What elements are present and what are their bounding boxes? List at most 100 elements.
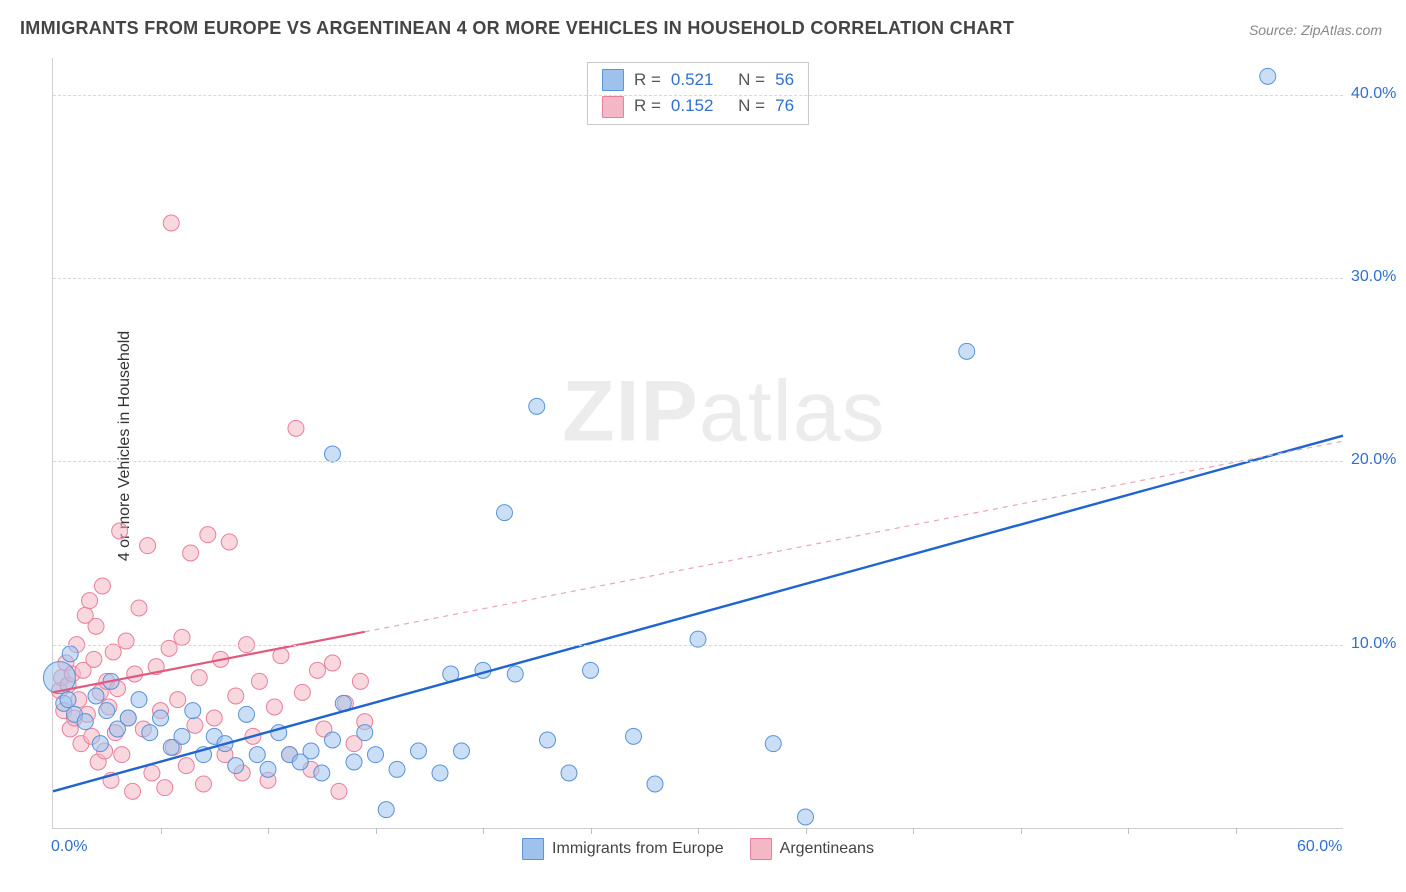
data-point (228, 758, 244, 774)
data-point (260, 761, 276, 777)
y-tick-label: 10.0% (1351, 635, 1403, 653)
plot-area: ZIPatlas R = 0.521 N = 56 R = 0.152 N = … (52, 58, 1343, 829)
data-point (325, 732, 341, 748)
data-point (185, 703, 201, 719)
data-point (540, 732, 556, 748)
data-point (294, 684, 310, 700)
swatch-europe-icon (522, 838, 544, 860)
r-value-europe: 0.521 (671, 67, 714, 93)
data-point (765, 736, 781, 752)
legend-row-argentinean: R = 0.152 N = 76 (602, 93, 794, 119)
data-point (99, 703, 115, 719)
x-tick-mark (268, 828, 269, 834)
data-point (174, 728, 190, 744)
trend-line (53, 436, 1343, 792)
data-point (325, 446, 341, 462)
data-point (561, 765, 577, 781)
data-point (228, 688, 244, 704)
x-tick-mark (376, 828, 377, 834)
gridline (53, 645, 1343, 646)
data-point (60, 692, 76, 708)
x-tick-mark (483, 828, 484, 834)
y-tick-label: 40.0% (1351, 85, 1403, 103)
data-point (389, 761, 405, 777)
source-label: Source: ZipAtlas.com (1249, 22, 1382, 38)
data-point (170, 692, 186, 708)
chart-svg (53, 58, 1343, 828)
series-legend: Immigrants from Europe Argentineans (522, 838, 874, 860)
data-point (144, 765, 160, 781)
data-point (88, 688, 104, 704)
data-point (507, 666, 523, 682)
data-point (131, 600, 147, 616)
x-tick-mark (698, 828, 699, 834)
data-point (303, 743, 319, 759)
data-point (114, 747, 130, 763)
trend-line (365, 441, 1343, 632)
data-point (411, 743, 427, 759)
r-value-argentinean: 0.152 (671, 93, 714, 119)
data-point (352, 673, 368, 689)
y-tick-label: 20.0% (1351, 451, 1403, 469)
data-point (142, 725, 158, 741)
swatch-europe (602, 69, 624, 91)
data-point (497, 505, 513, 521)
data-point (118, 633, 134, 649)
legend-label-argentinean: Argentineans (780, 840, 874, 858)
n-value-europe: 56 (775, 67, 794, 93)
n-label: N = (738, 93, 765, 119)
data-point (88, 618, 104, 634)
data-point (221, 534, 237, 550)
data-point (583, 662, 599, 678)
y-tick-label: 30.0% (1351, 268, 1403, 286)
data-point (454, 743, 470, 759)
data-point (378, 802, 394, 818)
data-point (626, 728, 642, 744)
data-point (206, 710, 222, 726)
data-point (157, 780, 173, 796)
data-point (314, 765, 330, 781)
x-tick-label: 60.0% (1297, 838, 1342, 856)
data-point (325, 655, 341, 671)
data-point (239, 706, 255, 722)
legend-label-europe: Immigrants from Europe (552, 840, 724, 858)
data-point (249, 747, 265, 763)
data-point (288, 420, 304, 436)
x-tick-label: 0.0% (51, 838, 87, 856)
data-point (112, 523, 128, 539)
x-tick-mark (1128, 828, 1129, 834)
r-label: R = (634, 67, 661, 93)
gridline (53, 278, 1343, 279)
data-point (346, 754, 362, 770)
data-point (529, 398, 545, 414)
data-point (331, 783, 347, 799)
data-point (357, 725, 373, 741)
data-point (120, 710, 136, 726)
legend-row-europe: R = 0.521 N = 56 (602, 67, 794, 93)
data-point (200, 527, 216, 543)
gridline (53, 95, 1343, 96)
data-point (92, 736, 108, 752)
data-point (647, 776, 663, 792)
data-point (196, 776, 212, 792)
data-point (62, 646, 78, 662)
x-tick-mark (591, 828, 592, 834)
data-point (77, 714, 93, 730)
x-tick-mark (913, 828, 914, 834)
data-point (959, 343, 975, 359)
data-point (127, 666, 143, 682)
data-point (266, 699, 282, 715)
data-point (86, 651, 102, 667)
x-tick-mark (161, 828, 162, 834)
data-point (153, 710, 169, 726)
data-point (161, 640, 177, 656)
data-point (140, 538, 156, 554)
swatch-argentinean (602, 96, 624, 118)
n-label: N = (738, 67, 765, 93)
data-point (163, 215, 179, 231)
gridline (53, 461, 1343, 462)
x-tick-mark (1236, 828, 1237, 834)
data-point (368, 747, 384, 763)
data-point (309, 662, 325, 678)
data-point (131, 692, 147, 708)
